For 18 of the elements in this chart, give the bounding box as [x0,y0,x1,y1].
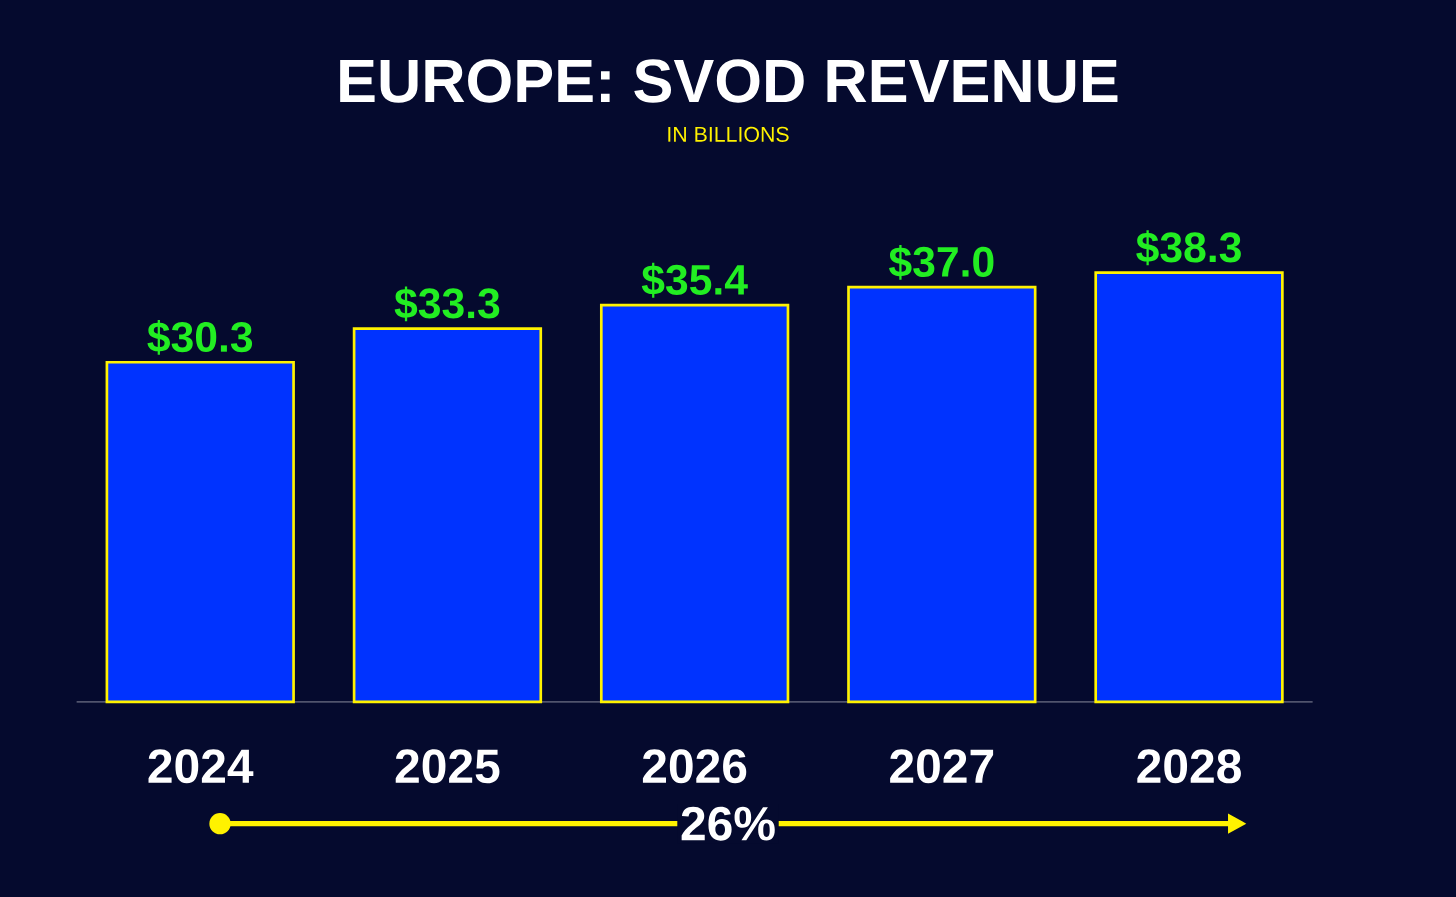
data-label: $37.0 [889,244,994,280]
data-label: $30.3 [147,320,253,355]
text: 26% [681,806,775,841]
chart-title: EUROPE: SVOD REVENUE [340,59,1118,103]
bar [599,303,790,704]
bar [1094,271,1284,704]
x-tick-label: 2027 [890,749,994,784]
bar [847,285,1037,704]
x-tick-label: 2024 [148,749,254,784]
data-label: $33.3 [394,286,500,322]
bar [352,327,543,704]
x-tick-label: 2026 [642,749,747,784]
chart-subtitle: IN BILLIONS [668,126,789,142]
x-tick-label: 2025 [395,749,500,784]
data-label: $38.3 [1136,230,1241,266]
data-label: $35.4 [641,262,748,298]
bar [105,360,295,704]
x-tick-label: 2028 [1137,749,1241,784]
